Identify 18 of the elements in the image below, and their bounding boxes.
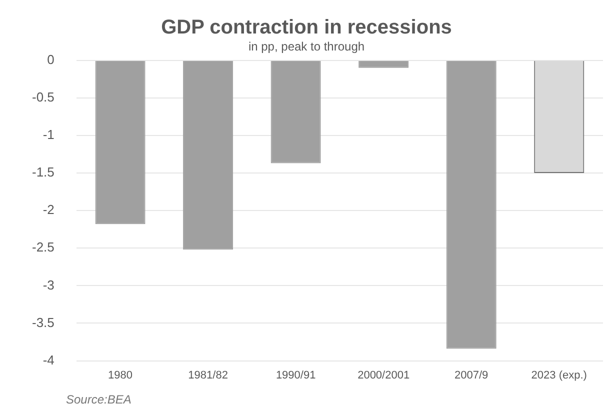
source-note: Source:BEA <box>66 392 132 406</box>
x-tick-label: 2000/2001 <box>358 369 410 382</box>
y-tick-label: 0 <box>47 52 54 67</box>
y-tick-label: -3.5 <box>32 314 54 330</box>
y-tick-label: -2.5 <box>32 240 54 255</box>
x-tick-label: 1990/91 <box>276 369 316 382</box>
x-tick-label: 1980 <box>108 369 133 382</box>
chart-subtitle: in pp, peak to through <box>248 40 365 54</box>
chart-title: GDP contraction in recessions <box>161 16 452 39</box>
x-tick-label: 1981/82 <box>188 369 228 382</box>
x-tick-label: 2023 (exp.) <box>531 369 587 382</box>
y-tick-label: -3 <box>42 277 54 292</box>
y-tick-label: -4 <box>42 352 54 368</box>
y-tick-label: -1 <box>42 127 54 142</box>
y-tick-label: -2 <box>42 202 54 218</box>
y-tick-label: -1.5 <box>32 164 54 180</box>
y-tick-label: -0.5 <box>32 90 54 105</box>
x-tick-label: 2007/9 <box>454 369 488 382</box>
